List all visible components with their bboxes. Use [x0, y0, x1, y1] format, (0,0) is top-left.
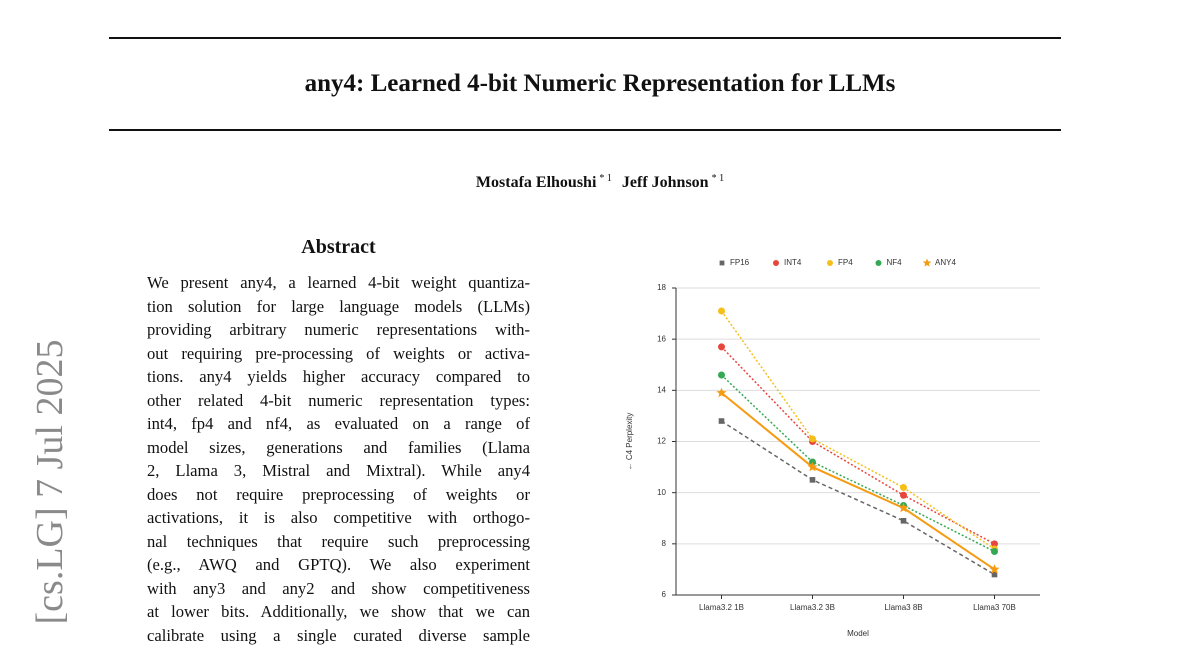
y-tick-label: 16 — [657, 334, 666, 343]
arxiv-stamp: [cs.LG] 7 Jul 2025 — [29, 339, 71, 625]
abstract-line: calibrate using a single curated diverse… — [147, 625, 530, 645]
top-rule — [109, 37, 1061, 39]
legend-marker — [827, 260, 833, 266]
abstract-line: with any3 and any2 and show competitiven… — [147, 578, 530, 598]
legend-marker — [773, 260, 779, 266]
abstract-line: int4, fp4 and nf4, as evaluated on a ran… — [147, 414, 530, 433]
series-line — [720, 374, 995, 553]
data-point — [991, 540, 998, 548]
data-point — [991, 571, 998, 578]
data-point — [991, 548, 998, 556]
y-tick-label: 12 — [657, 437, 666, 446]
legend-marker — [922, 258, 932, 267]
abstract-line: tion solution for large language models … — [147, 296, 530, 316]
data-point — [809, 435, 816, 443]
legend-label: ANY4 — [935, 258, 956, 267]
legend-label: NF4 — [887, 258, 903, 267]
x-tick-label: Llama3.2 3B — [790, 603, 835, 612]
data-point — [900, 518, 907, 524]
legend-marker — [719, 260, 725, 266]
y-tick-label: 8 — [662, 539, 667, 548]
data-point — [718, 343, 725, 351]
bottom-rule — [109, 129, 1061, 131]
abstract-heading: Abstract — [301, 236, 376, 258]
x-tick-label: Llama3 70B — [973, 603, 1016, 612]
x-axis-label: Model — [847, 629, 869, 638]
abstract-line: nal techniques that require such preproc… — [147, 531, 530, 551]
author-name: Mostafa Elhoushi — [475, 174, 597, 192]
x-tick-label: Llama3.2 1B — [699, 603, 744, 612]
authors: Mostafa Elhoushi * 1 Jeff Johnson * 1 — [0, 173, 1200, 192]
author: Mostafa Elhoushi * 1 — [475, 173, 612, 192]
abstract-line: other related 4-bit numeric representati… — [147, 390, 530, 410]
data-point — [809, 477, 816, 483]
data-point — [900, 491, 907, 499]
paper-title: any4: Learned 4-bit Numeric Representati… — [304, 70, 896, 97]
author-affiliation: * 1 — [599, 173, 612, 184]
legend-label: INT4 — [784, 258, 802, 267]
data-point — [807, 461, 818, 472]
series-line — [720, 346, 995, 545]
abstract-line: activations, it is also competitive with… — [147, 508, 530, 527]
series-line — [721, 420, 995, 576]
abstract-line: providing arbitrary numeric representati… — [147, 320, 530, 339]
author-affiliation: * 1 — [711, 173, 725, 184]
author: Jeff Johnson * 1 — [621, 173, 725, 192]
series-line — [720, 310, 995, 550]
y-axis-label: ← C4 Perplexity — [625, 413, 634, 471]
chart: 6 8 10 12 14 16 18 Llama3.2 1B Llama3.2 3B Llama3… — [625, 258, 1040, 638]
data-point — [718, 418, 725, 424]
data-point — [718, 371, 725, 379]
abstract-line: does not require preprocessing of weight… — [147, 484, 530, 504]
author-name: Jeff Johnson — [621, 174, 709, 192]
abstract-line: model sizes, generations and families (L… — [147, 437, 530, 457]
abstract-line: (e.g., AWQ and GPTQ). We also experiment — [147, 555, 530, 574]
legend-label: FP16 — [730, 258, 750, 267]
y-tick-label: 18 — [657, 283, 666, 292]
data-point — [718, 307, 725, 315]
legend-marker — [875, 260, 882, 266]
legend-label: FP4 — [838, 258, 853, 267]
abstract-line: 2, Llama 3, Mistral and Mixtral). While … — [147, 461, 530, 480]
data-point — [900, 484, 907, 492]
abstract-line: We present any4, a learned 4-bit weight … — [147, 273, 530, 292]
y-tick-label: 6 — [662, 590, 667, 599]
x-tick-label: Llama3 8B — [884, 603, 922, 612]
data-point — [716, 387, 727, 398]
abstract-line: tions. any4 yields higher accuracy compa… — [147, 367, 530, 386]
abstract-line: at lower bits. Additionally, we show tha… — [147, 602, 530, 621]
data-point — [989, 564, 1000, 574]
data-point — [898, 502, 909, 513]
abstract-body: We present any4, a learned 4-bit weight … — [147, 271, 530, 647]
y-tick-label: 14 — [657, 385, 666, 394]
abstract-line: out requiring pre-processing of weights … — [147, 343, 530, 363]
series-line — [720, 392, 996, 571]
y-tick-label: 10 — [657, 488, 666, 497]
